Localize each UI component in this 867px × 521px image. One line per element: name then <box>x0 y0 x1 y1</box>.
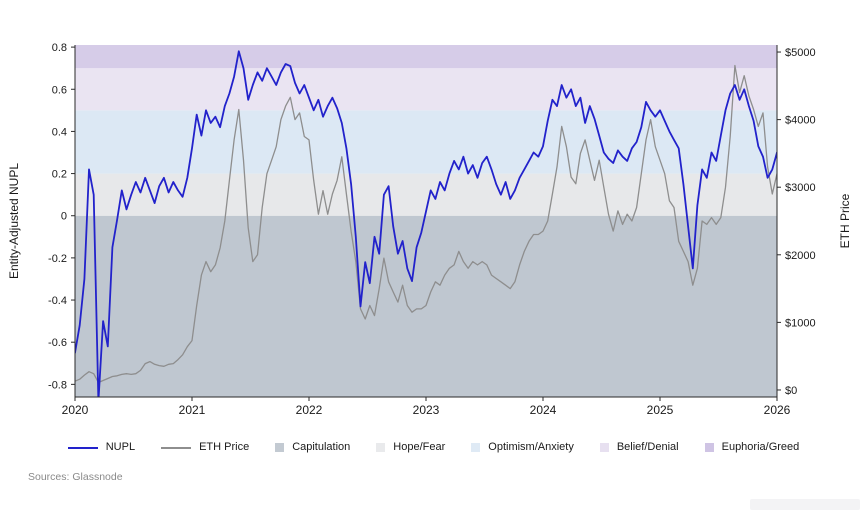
left-axis-tick-label: -0.8 <box>48 379 67 391</box>
left-axis-tick-label: -0.6 <box>48 337 67 349</box>
faint-watermark <box>750 499 860 510</box>
legend-item-capitulation: Capitulation <box>275 442 350 453</box>
legend-swatch-optimism-anxiety <box>471 443 481 452</box>
legend-label-optimism-anxiety: Optimism/Anxiety <box>488 441 574 453</box>
x-axis-tick-label: 2021 <box>179 403 206 417</box>
right-axis-tick-label: $1000 <box>785 317 816 329</box>
chart-legend: NUPL ETH Price Capitulation Hope/Fear Optimi… <box>0 442 867 453</box>
nupl-line-series <box>75 50 777 397</box>
right-axis-tick-label: $5000 <box>785 47 816 59</box>
right-axis-tick-label: $0 <box>785 385 797 397</box>
right-axis-tick-label: $4000 <box>785 115 816 127</box>
legend-item-euphoria-greed: Euphoria/Greed <box>704 441 800 453</box>
legend-swatch-nupl <box>67 446 98 449</box>
right-axis-tick-label: $2000 <box>785 250 816 262</box>
source-note: Sources: Glassnode <box>28 471 123 483</box>
left-axis-tick-label: 0.8 <box>52 42 67 54</box>
legend-item-eth-price: ETH Price <box>161 442 249 453</box>
legend-label-nupl: NUPL <box>105 441 136 453</box>
x-axis-tick-label: 2026 <box>764 403 791 417</box>
legend-item-hope-fear: Hope/Fear <box>376 442 445 453</box>
legend-swatch-belief-denial <box>599 443 609 452</box>
x-axis-tick-label: 2022 <box>296 403 323 417</box>
x-axis-tick-label: 2023 <box>413 403 440 417</box>
legend-label-hope-fear: Hope/Fear <box>393 441 446 453</box>
legend-swatch-eth-price <box>161 446 192 449</box>
legend-label-belief-denial: Belief/Denial <box>616 441 679 453</box>
legend-label-euphoria-greed: Euphoria/Greed <box>721 441 800 453</box>
band-belief-denial <box>75 68 777 111</box>
legend-swatch-euphoria-greed <box>704 443 714 452</box>
x-axis-tick-label: 2020 <box>62 403 89 417</box>
left-axis-tick-label: 0.2 <box>52 169 67 181</box>
left-axis-tick-label: 0.4 <box>52 126 67 138</box>
legend-item-belief-denial: Belief/Denial <box>599 441 679 453</box>
right-axis-title: ETH Price <box>838 193 852 248</box>
x-axis-tick-label: 2025 <box>647 403 674 417</box>
legend-swatch-hope-fear <box>376 443 386 452</box>
legend-label-capitulation: Capitulation <box>292 441 351 453</box>
legend-swatch-capitulation <box>275 443 285 452</box>
left-axis-tick-label: 0.6 <box>52 84 67 96</box>
left-axis-tick-label: -0.4 <box>48 295 67 307</box>
left-axis-title: Entity-Adjusted NUPL <box>7 163 21 279</box>
left-axis-tick-label: -0.2 <box>48 253 67 265</box>
x-axis-tick-label: 2024 <box>530 403 557 417</box>
band-optimism-anxiety <box>75 110 777 174</box>
eth-price-line-series <box>75 64 777 384</box>
right-axis-tick-label: $3000 <box>785 182 816 194</box>
band-capitulation <box>75 215 777 397</box>
legend-label-eth-price: ETH Price <box>199 441 250 453</box>
band-euphoria-greed <box>75 45 777 69</box>
left-axis-tick-label: 0 <box>61 211 67 223</box>
legend-item-nupl: NUPL <box>67 441 136 453</box>
legend-item-optimism-anxiety: Optimism/Anxiety <box>471 442 574 453</box>
